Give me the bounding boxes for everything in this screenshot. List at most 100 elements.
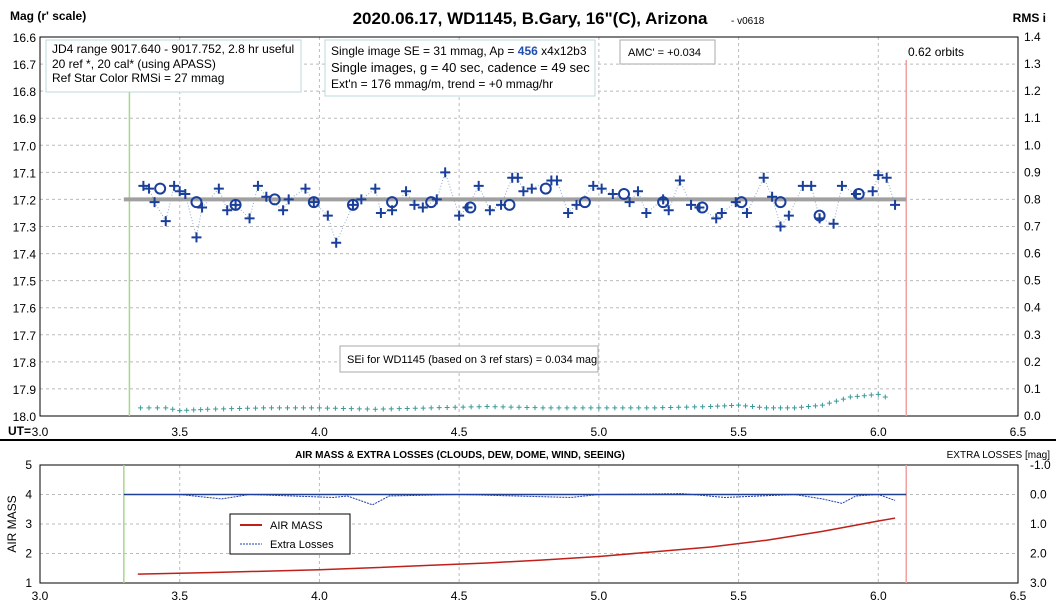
airmass-line (137, 517, 896, 575)
single-image-point (797, 180, 808, 191)
y2-tick-label: 0.7 (1024, 220, 1041, 234)
y-tick-label: 16.7 (13, 58, 37, 72)
info-line-3: Ref Star Color RMSi = 27 mmag (52, 71, 224, 85)
y-tick-label: 4 (25, 488, 32, 502)
single-image-point (283, 194, 294, 205)
single-image-point (454, 210, 465, 221)
rms-point (364, 406, 370, 412)
amc-label: AMC' = +0.034 (628, 47, 701, 59)
y-tick-label: 17.6 (13, 302, 37, 316)
rms-point (532, 405, 538, 411)
single-image-point (767, 191, 778, 202)
y2-tick-label: 0.2 (1024, 355, 1041, 369)
single-image-point (300, 183, 311, 194)
single-image-point (138, 180, 149, 191)
rms-point (436, 405, 442, 411)
legend-airmass: AIR MASS (270, 520, 323, 532)
rms-point (332, 405, 338, 411)
single-image-point (213, 183, 224, 194)
rms-point (412, 405, 418, 411)
y2-tick-label: 1.3 (1024, 57, 1041, 71)
y2-tick-label: -1.0 (1030, 458, 1051, 472)
rms-point (428, 405, 434, 411)
rms-point (420, 405, 426, 411)
rms-point (348, 406, 354, 412)
single-image-point (596, 183, 607, 194)
rms-point (277, 405, 283, 411)
y-tick-label: 17.5 (13, 275, 37, 289)
y-tick-label: 17.3 (13, 221, 37, 235)
rms-point (882, 394, 888, 400)
rms-point (580, 405, 586, 411)
average-point (657, 196, 670, 209)
rms-point (492, 404, 498, 410)
rms-point (612, 405, 618, 411)
x-tick-label: 4.5 (451, 425, 468, 439)
x-tick-label: 6.0 (870, 425, 887, 439)
single-image-point (180, 189, 191, 200)
rms-point (340, 405, 346, 411)
rms-point (516, 404, 522, 410)
rms-point (229, 406, 235, 412)
average-point (229, 198, 242, 211)
rms-point (628, 405, 634, 411)
rms-point (388, 406, 394, 412)
rms-point (833, 398, 839, 404)
single-image-point (160, 216, 171, 227)
rms-point (840, 396, 846, 402)
rms-point (700, 404, 706, 410)
info-line-2: 20 ref *, 20 cal* (using APASS) (52, 57, 216, 71)
rms-point (154, 405, 160, 411)
y2-tick-label: 1.0 (1024, 138, 1041, 152)
x-tick-label: 3.0 (32, 425, 49, 439)
x-tick-label: 5.0 (591, 589, 608, 603)
single-image-point (686, 199, 697, 210)
rms-point (861, 393, 867, 399)
rms-point (184, 407, 190, 413)
single-image-point (624, 197, 635, 208)
single-image-point (758, 172, 769, 183)
rms-point (396, 406, 402, 412)
y2-tick-label: 0.4 (1024, 301, 1041, 315)
rms-point (692, 404, 698, 410)
y-tick-label: 1 (25, 576, 32, 590)
single-image-point (244, 213, 255, 224)
average-point (503, 198, 516, 211)
rms-point (798, 404, 804, 410)
single-image-point (440, 167, 451, 178)
rms-point (868, 392, 874, 398)
se-line: Single image SE = 31 mmag, Ap = 456 x4x1… (331, 44, 587, 58)
y-tick-label: 16.9 (13, 112, 37, 126)
y2-tick-label: 1.4 (1024, 30, 1041, 44)
rms-point (146, 405, 152, 411)
single-image-point (563, 207, 574, 218)
rms-point (468, 404, 474, 410)
x-tick-label: 4.0 (311, 589, 328, 603)
single-image-point (331, 237, 342, 248)
average-point (425, 196, 438, 209)
rms-point (524, 404, 530, 410)
single-image-point (783, 210, 794, 221)
info-line-1: JD4 range 9017.640 - 9017.752, 2.8 hr us… (52, 42, 294, 56)
cadence-line: Single images, g = 40 sec, cadence = 49 … (331, 60, 590, 75)
rms-point (847, 394, 853, 400)
rms-point (764, 405, 770, 411)
single-image-point (551, 175, 562, 186)
rms-point (163, 405, 169, 411)
rms-point (476, 404, 482, 410)
rms-point (736, 402, 742, 408)
single-image-point (222, 205, 233, 216)
average-point (618, 188, 631, 201)
y2-tick-label: 1.2 (1024, 84, 1041, 98)
single-image-point (526, 183, 537, 194)
rms-point (324, 405, 330, 411)
x-tick-label: 3.5 (171, 589, 188, 603)
x-tick-label: 4.5 (451, 589, 468, 603)
y-tick-label: 17.1 (13, 166, 37, 180)
rms-point (372, 406, 378, 412)
legend: AIR MASS Extra Losses (229, 513, 351, 555)
x-tick-label: 6.5 (1010, 589, 1027, 603)
single-image-point (347, 199, 358, 210)
single-image-point (716, 207, 727, 218)
